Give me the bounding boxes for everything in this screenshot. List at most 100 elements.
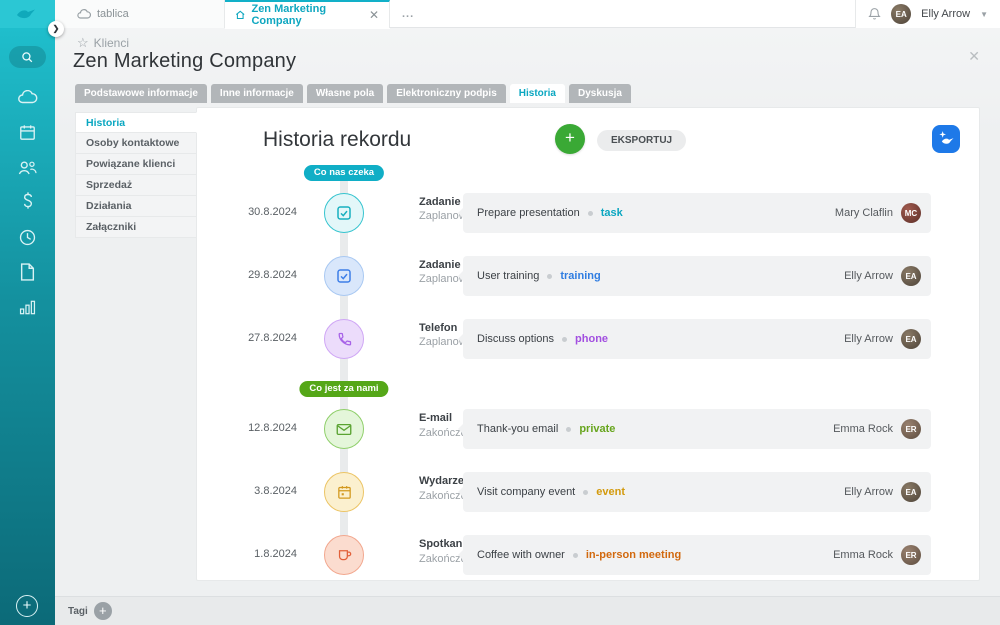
timeline-row: 29.8.2024 Zadanie Zaplanowane✓ User trai… — [197, 256, 981, 296]
activity-title: Discuss options — [477, 333, 555, 345]
nav-dashboard-cloud-icon[interactable] — [17, 86, 39, 108]
row-date: 29.8.2024 — [248, 269, 297, 281]
person-avatar[interactable]: ER — [901, 419, 921, 439]
dot-separator — [587, 210, 593, 216]
search-icon — [22, 51, 33, 62]
submenu-item-contacts[interactable]: Osoby kontaktowe — [75, 133, 197, 154]
tab-active-record[interactable]: Zen Marketing Company ✕ — [225, 0, 390, 28]
favorite-star-icon[interactable]: ☆ — [77, 35, 89, 50]
dot-separator — [547, 273, 553, 279]
activity-tag[interactable]: phone — [575, 333, 609, 345]
nav-reports-chart-icon[interactable] — [17, 296, 39, 318]
task-icon[interactable] — [324, 256, 364, 296]
chevron-down-icon[interactable]: ▼ — [980, 9, 988, 19]
row-date: 3.8.2024 — [254, 485, 297, 497]
timeline-row: 3.8.2024 Wydarzenie Zakończone✓ Visit co… — [197, 472, 981, 512]
tab-custom-fields[interactable]: Własne pola — [306, 84, 384, 103]
activity-card[interactable]: User training training Elly Arrow EA — [458, 256, 931, 296]
person-avatar[interactable]: EA — [901, 482, 921, 502]
tab-discussion[interactable]: Dyskusja — [569, 84, 631, 103]
topbar-user-area: EA Elly Arrow ▼ — [855, 0, 1000, 28]
timeline-row: 27.8.2024 Telefon Zaplanowane✓ Discuss o… — [197, 319, 981, 359]
person-avatar[interactable]: MC — [901, 203, 921, 223]
cloud-icon — [77, 8, 91, 19]
submenu-item-sales[interactable]: Sprzedaż — [75, 175, 197, 196]
user-name: Elly Arrow — [921, 8, 971, 20]
tab-basic-info[interactable]: Podstawowe informacje — [75, 84, 207, 103]
activity-tag[interactable]: task — [600, 207, 623, 219]
badge-past: Co jest za nami — [299, 381, 389, 397]
activity-person: Emma Rock ER — [833, 545, 921, 565]
tab-other-info[interactable]: Inne informacje — [210, 84, 303, 103]
nav-calendar-icon[interactable] — [17, 121, 39, 143]
submenu-item-related-clients[interactable]: Powiązane klienci — [75, 154, 197, 175]
breadcrumb-label: Klienci — [93, 36, 130, 50]
user-avatar[interactable]: EA — [891, 4, 912, 24]
nav-history-clock-icon[interactable] — [17, 226, 39, 248]
activity-title: User training — [477, 270, 540, 282]
breadcrumb: ☆ Klienci — [77, 35, 129, 51]
tab-more-label: ... — [402, 8, 415, 20]
activity-tag[interactable]: private — [579, 423, 616, 435]
person-avatar[interactable]: EA — [901, 266, 921, 286]
activity-tag[interactable]: in-person meeting — [585, 549, 682, 561]
activity-card[interactable]: Coffee with owner in-person meeting Emma… — [458, 535, 931, 575]
activity-card[interactable]: Discuss options phone Elly Arrow EA — [458, 319, 931, 359]
tab-history[interactable]: Historia — [509, 84, 565, 103]
nav-sales-dollar-icon[interactable] — [17, 191, 39, 213]
activity-card[interactable]: Thank-you email private Emma Rock ER — [458, 409, 931, 449]
activity-person: Elly Arrow EA — [844, 482, 921, 502]
event-calendar-icon[interactable] — [324, 472, 364, 512]
activity-person: Mary Claflin MC — [835, 203, 921, 223]
add-new-button[interactable]: + — [16, 595, 38, 617]
notifications-bell-icon[interactable] — [868, 7, 881, 21]
tab-active-label: Zen Marketing Company — [251, 3, 327, 27]
person-avatar[interactable]: EA — [901, 329, 921, 349]
dot-separator — [566, 426, 572, 432]
timeline-row: 1.8.2024 Spotkanie Zakończone✓ Coffee wi… — [197, 535, 981, 575]
tab-board-label: tablica — [97, 8, 129, 20]
expand-sidebar-chevron-icon[interactable]: ❯ — [48, 21, 64, 37]
submenu-item-history[interactable]: Historia — [75, 112, 197, 133]
activity-title: Thank-you email — [477, 423, 559, 435]
ai-assistant-button[interactable] — [932, 125, 960, 153]
dot-separator — [583, 489, 589, 495]
app-logo[interactable] — [0, 0, 55, 28]
phone-icon[interactable] — [324, 319, 364, 359]
person-avatar[interactable]: ER — [901, 545, 921, 565]
activity-card[interactable]: Visit company event event Elly Arrow EA — [458, 472, 931, 512]
meeting-cup-icon[interactable] — [324, 535, 364, 575]
tab-more-menu[interactable]: ... — [392, 0, 424, 28]
record-close-icon[interactable]: ✕ — [968, 48, 980, 64]
tags-footer: Tagi + — [55, 596, 1000, 625]
tab-esignature[interactable]: Elektroniczny podpis — [387, 84, 506, 103]
tab-close-icon[interactable]: ✕ — [368, 8, 379, 22]
activity-card[interactable]: Prepare presentation task Mary Claflin M… — [458, 193, 931, 233]
nav-documents-icon[interactable] — [17, 261, 39, 283]
submenu-item-attachments[interactable]: Załączniki — [75, 217, 197, 238]
activity-tag[interactable]: event — [596, 486, 625, 498]
page-title: Zen Marketing Company — [73, 50, 297, 72]
task-icon[interactable] — [324, 193, 364, 233]
history-panel: Historia rekordu + EKSPORTUJ Co nas czek… — [196, 107, 980, 581]
activity-person: Elly Arrow EA — [844, 266, 921, 286]
timeline-row: 12.8.2024 E-mail Zakończone✓ Thank-you e… — [197, 409, 981, 449]
activity-tag[interactable]: training — [560, 270, 601, 282]
add-activity-button[interactable]: + — [555, 124, 585, 154]
dot-separator — [572, 552, 578, 558]
bird-logo-icon — [16, 9, 35, 19]
search-button[interactable] — [9, 46, 46, 68]
row-date: 1.8.2024 — [254, 548, 297, 560]
timeline-row: 30.8.2024 Zadanie Zaplanowane✓ Prepare p… — [197, 193, 981, 233]
activity-person: Emma Rock ER — [833, 419, 921, 439]
tab-board[interactable]: tablica — [55, 0, 225, 28]
submenu-item-activities[interactable]: Działania — [75, 196, 197, 217]
email-icon[interactable] — [324, 409, 364, 449]
add-tag-button[interactable]: + — [93, 602, 112, 620]
activity-person: Elly Arrow EA — [844, 329, 921, 349]
export-button[interactable]: EKSPORTUJ — [597, 130, 687, 151]
nav-contacts-icon[interactable] — [17, 156, 39, 178]
top-bar: tablica Zen Marketing Company ✕ ... EA E… — [0, 0, 1000, 28]
ai-bird-sparkle-icon — [939, 131, 954, 144]
activity-title: Coffee with owner — [477, 549, 565, 561]
